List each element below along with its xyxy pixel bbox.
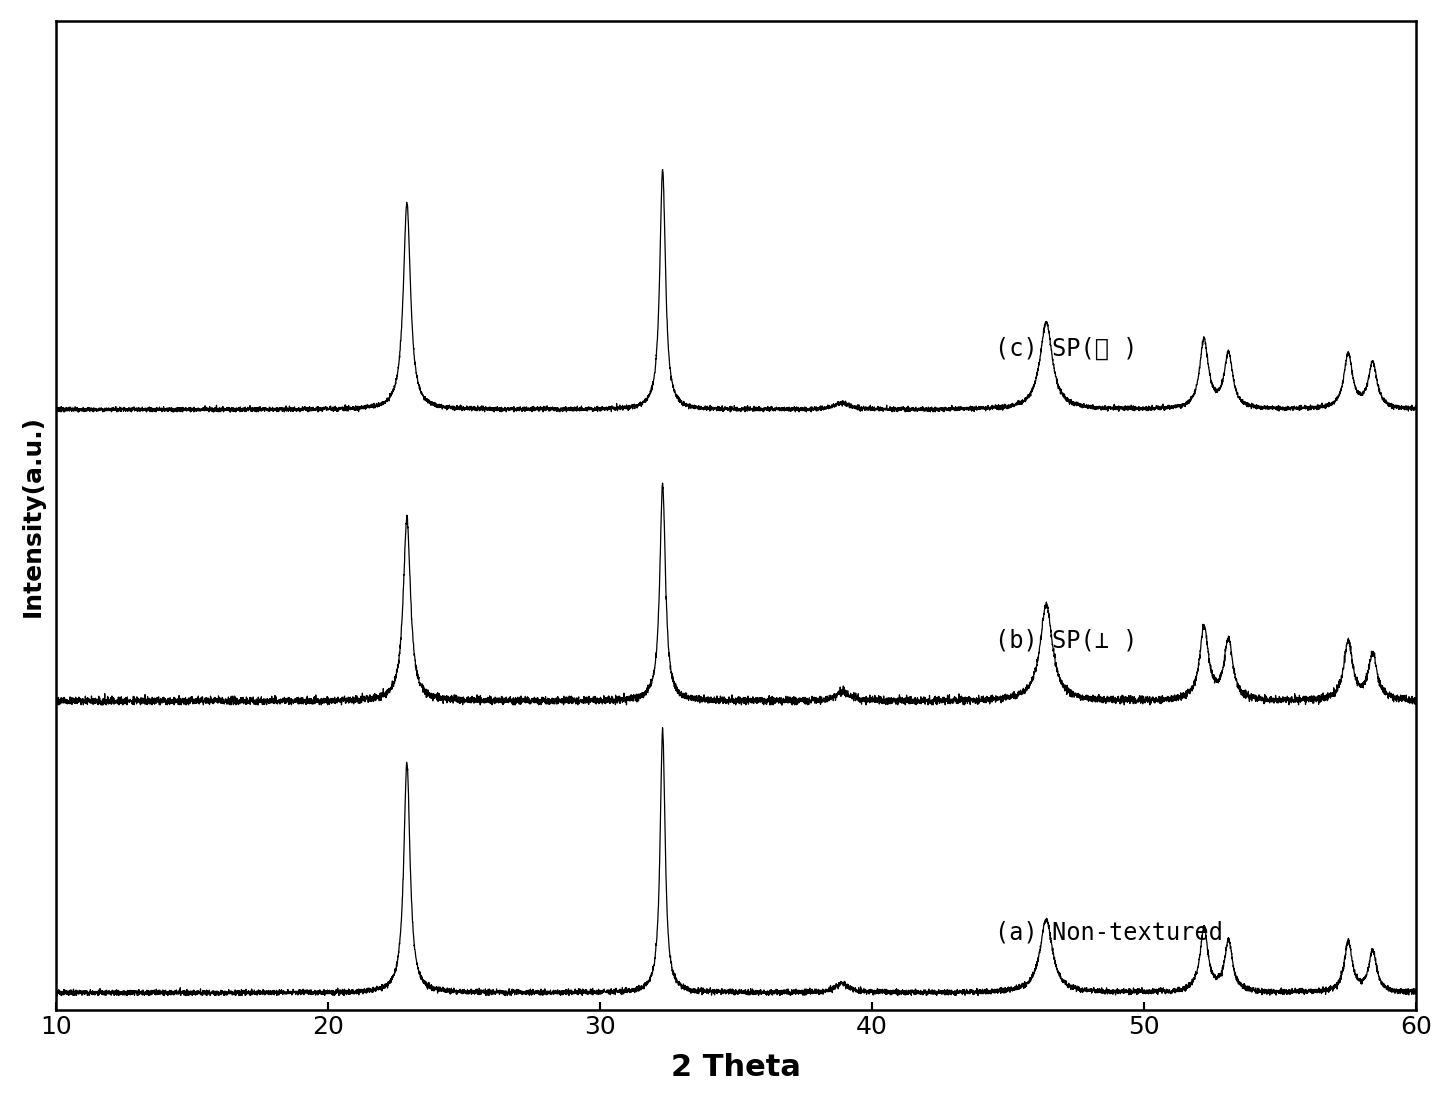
Text: (a) Non-textured: (a) Non-textured: [994, 920, 1222, 944]
Text: (c) SP(∥ ): (c) SP(∥ ): [994, 338, 1138, 361]
Text: (b) SP(⊥ ): (b) SP(⊥ ): [994, 629, 1138, 653]
X-axis label: 2 Theta: 2 Theta: [671, 1053, 801, 1082]
Y-axis label: Intensity(a.u.): Intensity(a.u.): [20, 415, 45, 617]
